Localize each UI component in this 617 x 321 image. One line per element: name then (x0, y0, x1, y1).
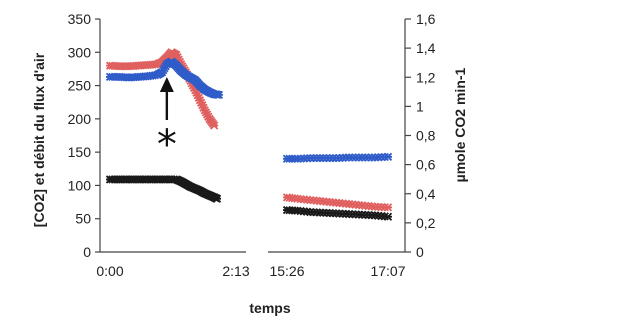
series-blue (282, 152, 393, 163)
series-blue (105, 57, 224, 100)
left-tick-label: 100 (68, 177, 92, 193)
right-tick-label: 1,6 (416, 11, 436, 27)
data-point (212, 194, 222, 203)
left-tick-label: 50 (75, 211, 91, 227)
left-axis-title: [CO2] et débit du flux d'air (31, 52, 47, 227)
annotation-asterisk: * (157, 122, 177, 168)
annotation: * (157, 77, 177, 168)
right-tick-label: 0,2 (416, 215, 436, 231)
right-axis-title: µmole CO2 min-1 (452, 67, 468, 182)
right-tick-label: 1,4 (416, 40, 436, 56)
series-black (105, 175, 222, 203)
series-red (282, 193, 393, 212)
data-series (105, 48, 393, 221)
right-tick-label: 0,4 (416, 186, 436, 202)
data-point (383, 152, 393, 161)
data-point (210, 121, 219, 130)
x-tick-label: 17:07 (370, 263, 405, 279)
x-tick-label: 2:13 (222, 263, 249, 279)
x-tick-label: 0:00 (96, 263, 123, 279)
series-black (282, 205, 393, 221)
x-axis-title: temps (249, 300, 290, 316)
right-tick-label: 1 (416, 98, 424, 114)
data-point (214, 90, 224, 100)
right-tick-label: 1,2 (416, 69, 436, 85)
annotation-arrowhead (159, 77, 174, 92)
x-tick-label: 15:26 (269, 263, 304, 279)
left-tick-label: 350 (68, 11, 92, 27)
right-tick-label: 0 (416, 244, 424, 260)
left-tick-label: 200 (68, 111, 92, 127)
left-tick-label: 250 (68, 78, 92, 94)
right-tick-label: 0,8 (416, 128, 436, 144)
left-tick-label: 150 (68, 144, 92, 160)
left-tick-label: 300 (68, 44, 92, 60)
left-tick-label: 0 (83, 244, 91, 260)
right-tick-label: 0,6 (416, 157, 436, 173)
data-point (383, 203, 393, 212)
data-point (383, 212, 393, 221)
axes: 0 50 100 150 200 250 300 350 0 0,2 0,4 0,6 0,8 1 1,2 1,… (68, 11, 436, 279)
